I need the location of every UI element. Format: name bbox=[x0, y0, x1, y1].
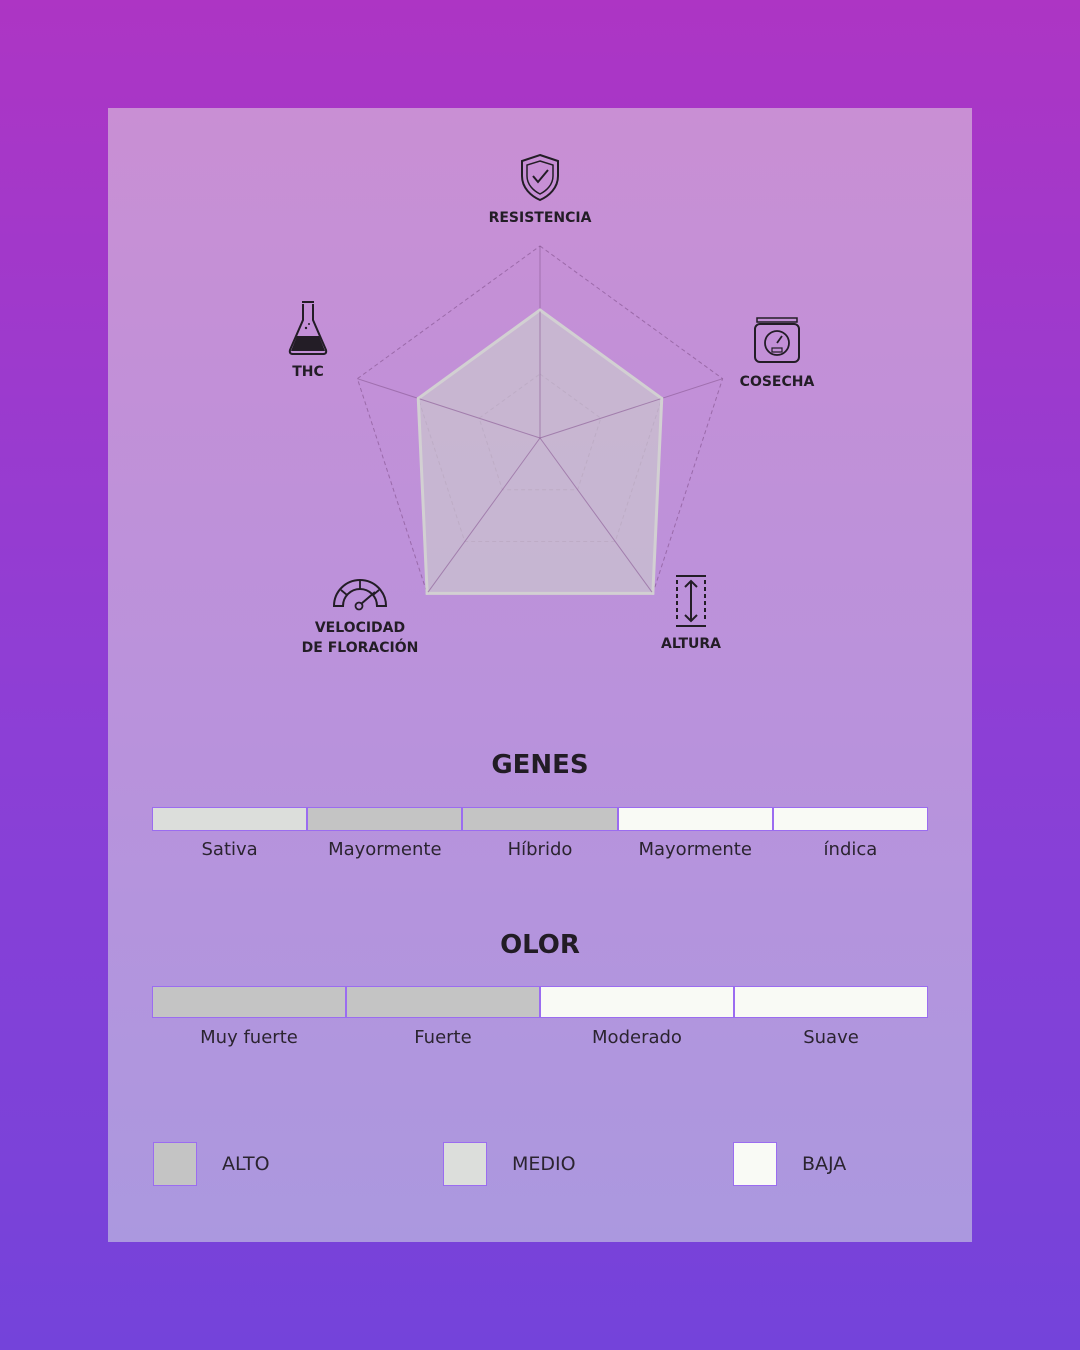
scale-icon bbox=[754, 317, 800, 363]
olor-segment bbox=[540, 986, 734, 1018]
radar-chart bbox=[356, 245, 724, 595]
genes-labels: Sativa Mayormente Híbrido Mayormente índica bbox=[152, 839, 928, 860]
genes-segment bbox=[617, 807, 773, 831]
radar-axis-line bbox=[539, 437, 654, 594]
genes-segment-label: Mayormente bbox=[638, 839, 752, 860]
axis-label-velocidad: VELOCIDAD DE FLORACIÓN bbox=[302, 618, 419, 658]
genes-segment-label: Sativa bbox=[201, 839, 258, 860]
olor-segment-label: Fuerte bbox=[414, 1027, 472, 1048]
legend-label: ALTO bbox=[222, 1153, 270, 1175]
shield-check-icon bbox=[521, 153, 559, 202]
radar-data-point bbox=[651, 591, 655, 595]
genes-segment-label: Mayormente bbox=[328, 839, 442, 860]
axis-label-velocidad-line1: VELOCIDAD bbox=[314, 620, 406, 636]
infographic-card: RESISTENCIA COSECHA ALTURA VELOCIDAD DE F… bbox=[108, 108, 972, 1242]
olor-segment-label: Suave bbox=[803, 1027, 859, 1048]
olor-bar bbox=[152, 986, 928, 1018]
axis-label-resistencia: RESISTENCIA bbox=[488, 210, 592, 226]
genes-segment bbox=[772, 807, 929, 831]
genes-segment bbox=[307, 807, 463, 831]
olor-segment bbox=[734, 986, 928, 1018]
radar-data-point bbox=[425, 591, 429, 595]
radar-data-point bbox=[660, 396, 664, 400]
olor-labels: Muy fuerte Fuerte Moderado Suave bbox=[152, 1027, 928, 1048]
legend-item-alto: ALTO bbox=[153, 1142, 270, 1186]
legend-item-medio: MEDIO bbox=[443, 1142, 576, 1186]
olor-segment bbox=[346, 986, 540, 1018]
radar-data-point bbox=[416, 396, 420, 400]
radar-axis-line bbox=[357, 378, 541, 439]
legend-label: MEDIO bbox=[512, 1153, 576, 1175]
radar-data-point bbox=[538, 308, 542, 312]
radar-axis-line bbox=[539, 378, 723, 439]
olor-segment-label: Muy fuerte bbox=[200, 1027, 298, 1048]
genes-segment bbox=[152, 807, 308, 831]
olor-segment bbox=[152, 986, 346, 1018]
genes-bar bbox=[152, 807, 929, 831]
legend-label: BAJA bbox=[802, 1153, 847, 1175]
axis-label-velocidad-line2: DE FLORACIÓN bbox=[301, 640, 419, 656]
speedometer-icon bbox=[332, 579, 388, 611]
radar-axis-line bbox=[426, 437, 541, 594]
axis-label-thc: THC bbox=[292, 364, 324, 380]
flask-icon bbox=[288, 301, 328, 355]
legend-swatch-baja bbox=[733, 1142, 777, 1186]
radar-grid-level bbox=[356, 245, 724, 594]
legend-item-baja: BAJA bbox=[733, 1142, 846, 1186]
genes-segment bbox=[462, 807, 618, 831]
legend-swatch-medio bbox=[443, 1142, 487, 1186]
olor-title: OLOR bbox=[500, 930, 580, 960]
genes-segment-label: índica bbox=[823, 839, 878, 860]
genes-title: GENES bbox=[491, 750, 589, 780]
olor-segment-label: Moderado bbox=[592, 1027, 682, 1048]
axis-label-altura: ALTURA bbox=[661, 636, 721, 652]
genes-segment-label: Híbrido bbox=[507, 839, 573, 860]
axis-label-cosecha: COSECHA bbox=[739, 374, 815, 390]
legend-swatch-alto bbox=[153, 1142, 197, 1186]
height-arrow-icon bbox=[676, 575, 706, 627]
